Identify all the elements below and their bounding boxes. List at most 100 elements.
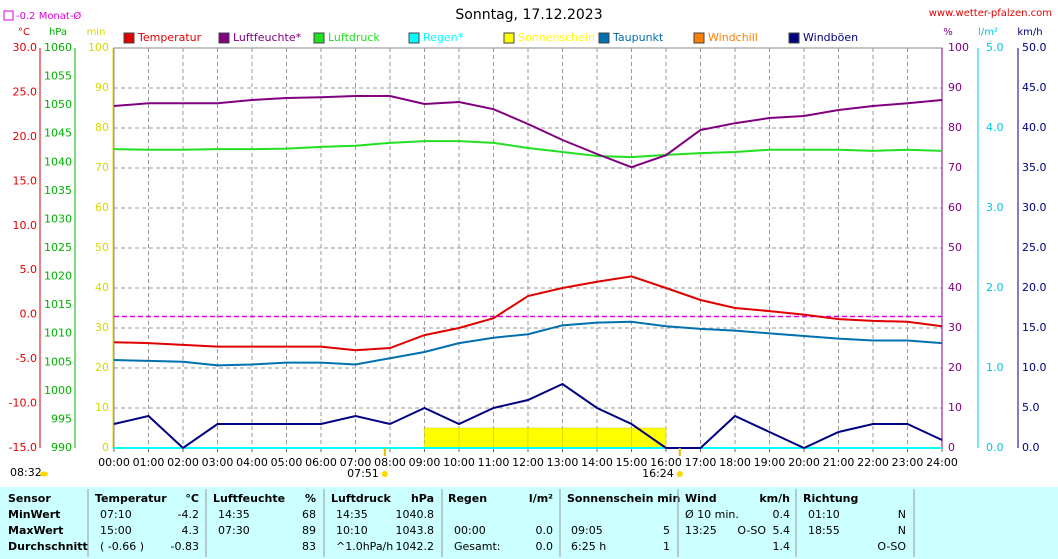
- x-tick-label: 00:00: [98, 456, 130, 469]
- y-tick-label: 35.0: [1022, 161, 1047, 174]
- legend-label: Windchill: [708, 31, 758, 44]
- table-cell: 1: [663, 540, 670, 553]
- x-tick-label: 01:00: [133, 456, 165, 469]
- monthly-avg-label: -0.2 Monat-Ø: [16, 10, 81, 22]
- sunrise-icon: [381, 471, 388, 477]
- x-tick-label: 12:00: [512, 456, 544, 469]
- x-tick-label: 20:00: [788, 456, 820, 469]
- y-tick-label: 50.0: [1022, 41, 1047, 54]
- y-tick-label: 3.0: [986, 201, 1004, 214]
- x-tick-label: 09:00: [409, 456, 441, 469]
- y-tick-label: 5.0: [20, 263, 38, 276]
- y-tick-label: 1045: [44, 127, 72, 140]
- series-line: [113, 275, 943, 352]
- table-header: Temperatur: [95, 492, 167, 505]
- moon-label: 08:32: [10, 466, 42, 479]
- y-tick-label: 60: [948, 201, 962, 214]
- table-header: Richtung: [803, 492, 858, 505]
- y-tick-label: 10: [948, 401, 962, 414]
- x-tick-label: 24:00: [926, 456, 958, 469]
- y-tick-label: 0.0: [1022, 441, 1040, 454]
- y-tick-label: 80: [948, 121, 962, 134]
- x-tick-label: 05:00: [271, 456, 303, 469]
- x-tick-label: 17:00: [685, 456, 717, 469]
- table-cell: N: [898, 508, 906, 521]
- sunset-icon: [676, 471, 683, 477]
- table-cell: 68: [302, 508, 316, 521]
- y-tick-label: 4.0: [986, 121, 1004, 134]
- y-tick-label: 40: [95, 281, 109, 294]
- x-tick-label: 03:00: [202, 456, 234, 469]
- y-tick-label: 1040: [44, 155, 72, 168]
- table-cell: 14:35: [336, 508, 368, 521]
- legend-swatch: [788, 32, 800, 44]
- x-tick-label: 13:00: [547, 456, 579, 469]
- y-tick-label: 50: [948, 241, 962, 254]
- y-tick-label: 5.0: [1022, 401, 1040, 414]
- table-cell: 83: [302, 540, 316, 553]
- table-cell: 4.3: [182, 524, 200, 537]
- y-tick-label: 25.0: [1022, 241, 1047, 254]
- y-tick-label: 25.0: [13, 85, 38, 98]
- y-tick-label: 30: [95, 321, 109, 334]
- legend-swatch: [123, 32, 135, 44]
- x-tick-label: 21:00: [823, 456, 855, 469]
- series-line: [113, 320, 943, 367]
- y-tick-label: 1055: [44, 70, 72, 83]
- x-tick-label: 10:00: [443, 456, 475, 469]
- y-tick-label: 90: [948, 81, 962, 94]
- axis-unit: min: [87, 27, 106, 38]
- table-header: Wind: [685, 492, 717, 505]
- x-tick-label: 23:00: [892, 456, 924, 469]
- y-tick-label: 10.0: [13, 219, 38, 232]
- axis-unit: °C: [18, 27, 30, 38]
- table-cell: 5: [663, 524, 670, 537]
- axis-unit: km/h: [1017, 27, 1042, 38]
- table-cell: -4.2: [178, 508, 199, 521]
- y-tick-label: 100: [88, 41, 109, 54]
- y-tick-label: 20: [95, 361, 109, 374]
- table-header: l/m²: [529, 492, 553, 505]
- y-tick-label: 0.0: [986, 441, 1004, 454]
- table-header: %: [305, 492, 316, 505]
- y-tick-label: 50: [95, 241, 109, 254]
- table-cell: MaxWert: [8, 524, 63, 537]
- y-tick-label: 70: [95, 161, 109, 174]
- legend-label: Sonnenschein: [518, 31, 595, 44]
- x-tick-label: 04:00: [236, 456, 268, 469]
- table-cell: 00:00: [454, 524, 486, 537]
- table-cell: -0.83: [171, 540, 199, 553]
- legend-swatch: [218, 32, 230, 44]
- table-cell: 01:10: [808, 508, 840, 521]
- x-tick-label: 15:00: [616, 456, 648, 469]
- table-cell: 13:25: [685, 524, 717, 537]
- y-tick-label: 2.0: [986, 281, 1004, 294]
- table-cell: 0.0: [536, 524, 554, 537]
- table-cell: 18:55: [808, 524, 840, 537]
- legend-label: Regen*: [423, 31, 464, 44]
- y-tick-label: 30.0: [1022, 201, 1047, 214]
- table-cell: Ø 10 min.: [685, 508, 739, 521]
- y-tick-label: 30: [948, 321, 962, 334]
- legend-label: Windböen: [803, 31, 858, 44]
- y-tick-label: 45.0: [1022, 81, 1047, 94]
- y-tick-label: 1050: [44, 98, 72, 111]
- y-tick-label: 60: [95, 201, 109, 214]
- x-tick-label: 06:00: [305, 456, 337, 469]
- axis-unit: hPa: [49, 27, 67, 38]
- sunshine-bar: [424, 427, 460, 449]
- y-tick-label: 20.0: [13, 130, 38, 143]
- table-cell: Gesamt:: [454, 540, 501, 553]
- table-cell: O-SO: [877, 540, 906, 553]
- table-header: °C: [185, 492, 199, 505]
- legend-label: Luftfeuchte*: [233, 31, 302, 44]
- series-line: [113, 140, 943, 159]
- y-tick-label: 1035: [44, 184, 72, 197]
- y-tick-label: 100: [948, 41, 969, 54]
- y-tick-label: 1015: [44, 298, 72, 311]
- y-tick-label: 1020: [44, 270, 72, 283]
- source: www.wetter-pfalzen.com: [929, 8, 1052, 19]
- chart-title: Sonntag, 17.12.2023: [455, 7, 602, 23]
- table-cell: 1.4: [773, 540, 791, 553]
